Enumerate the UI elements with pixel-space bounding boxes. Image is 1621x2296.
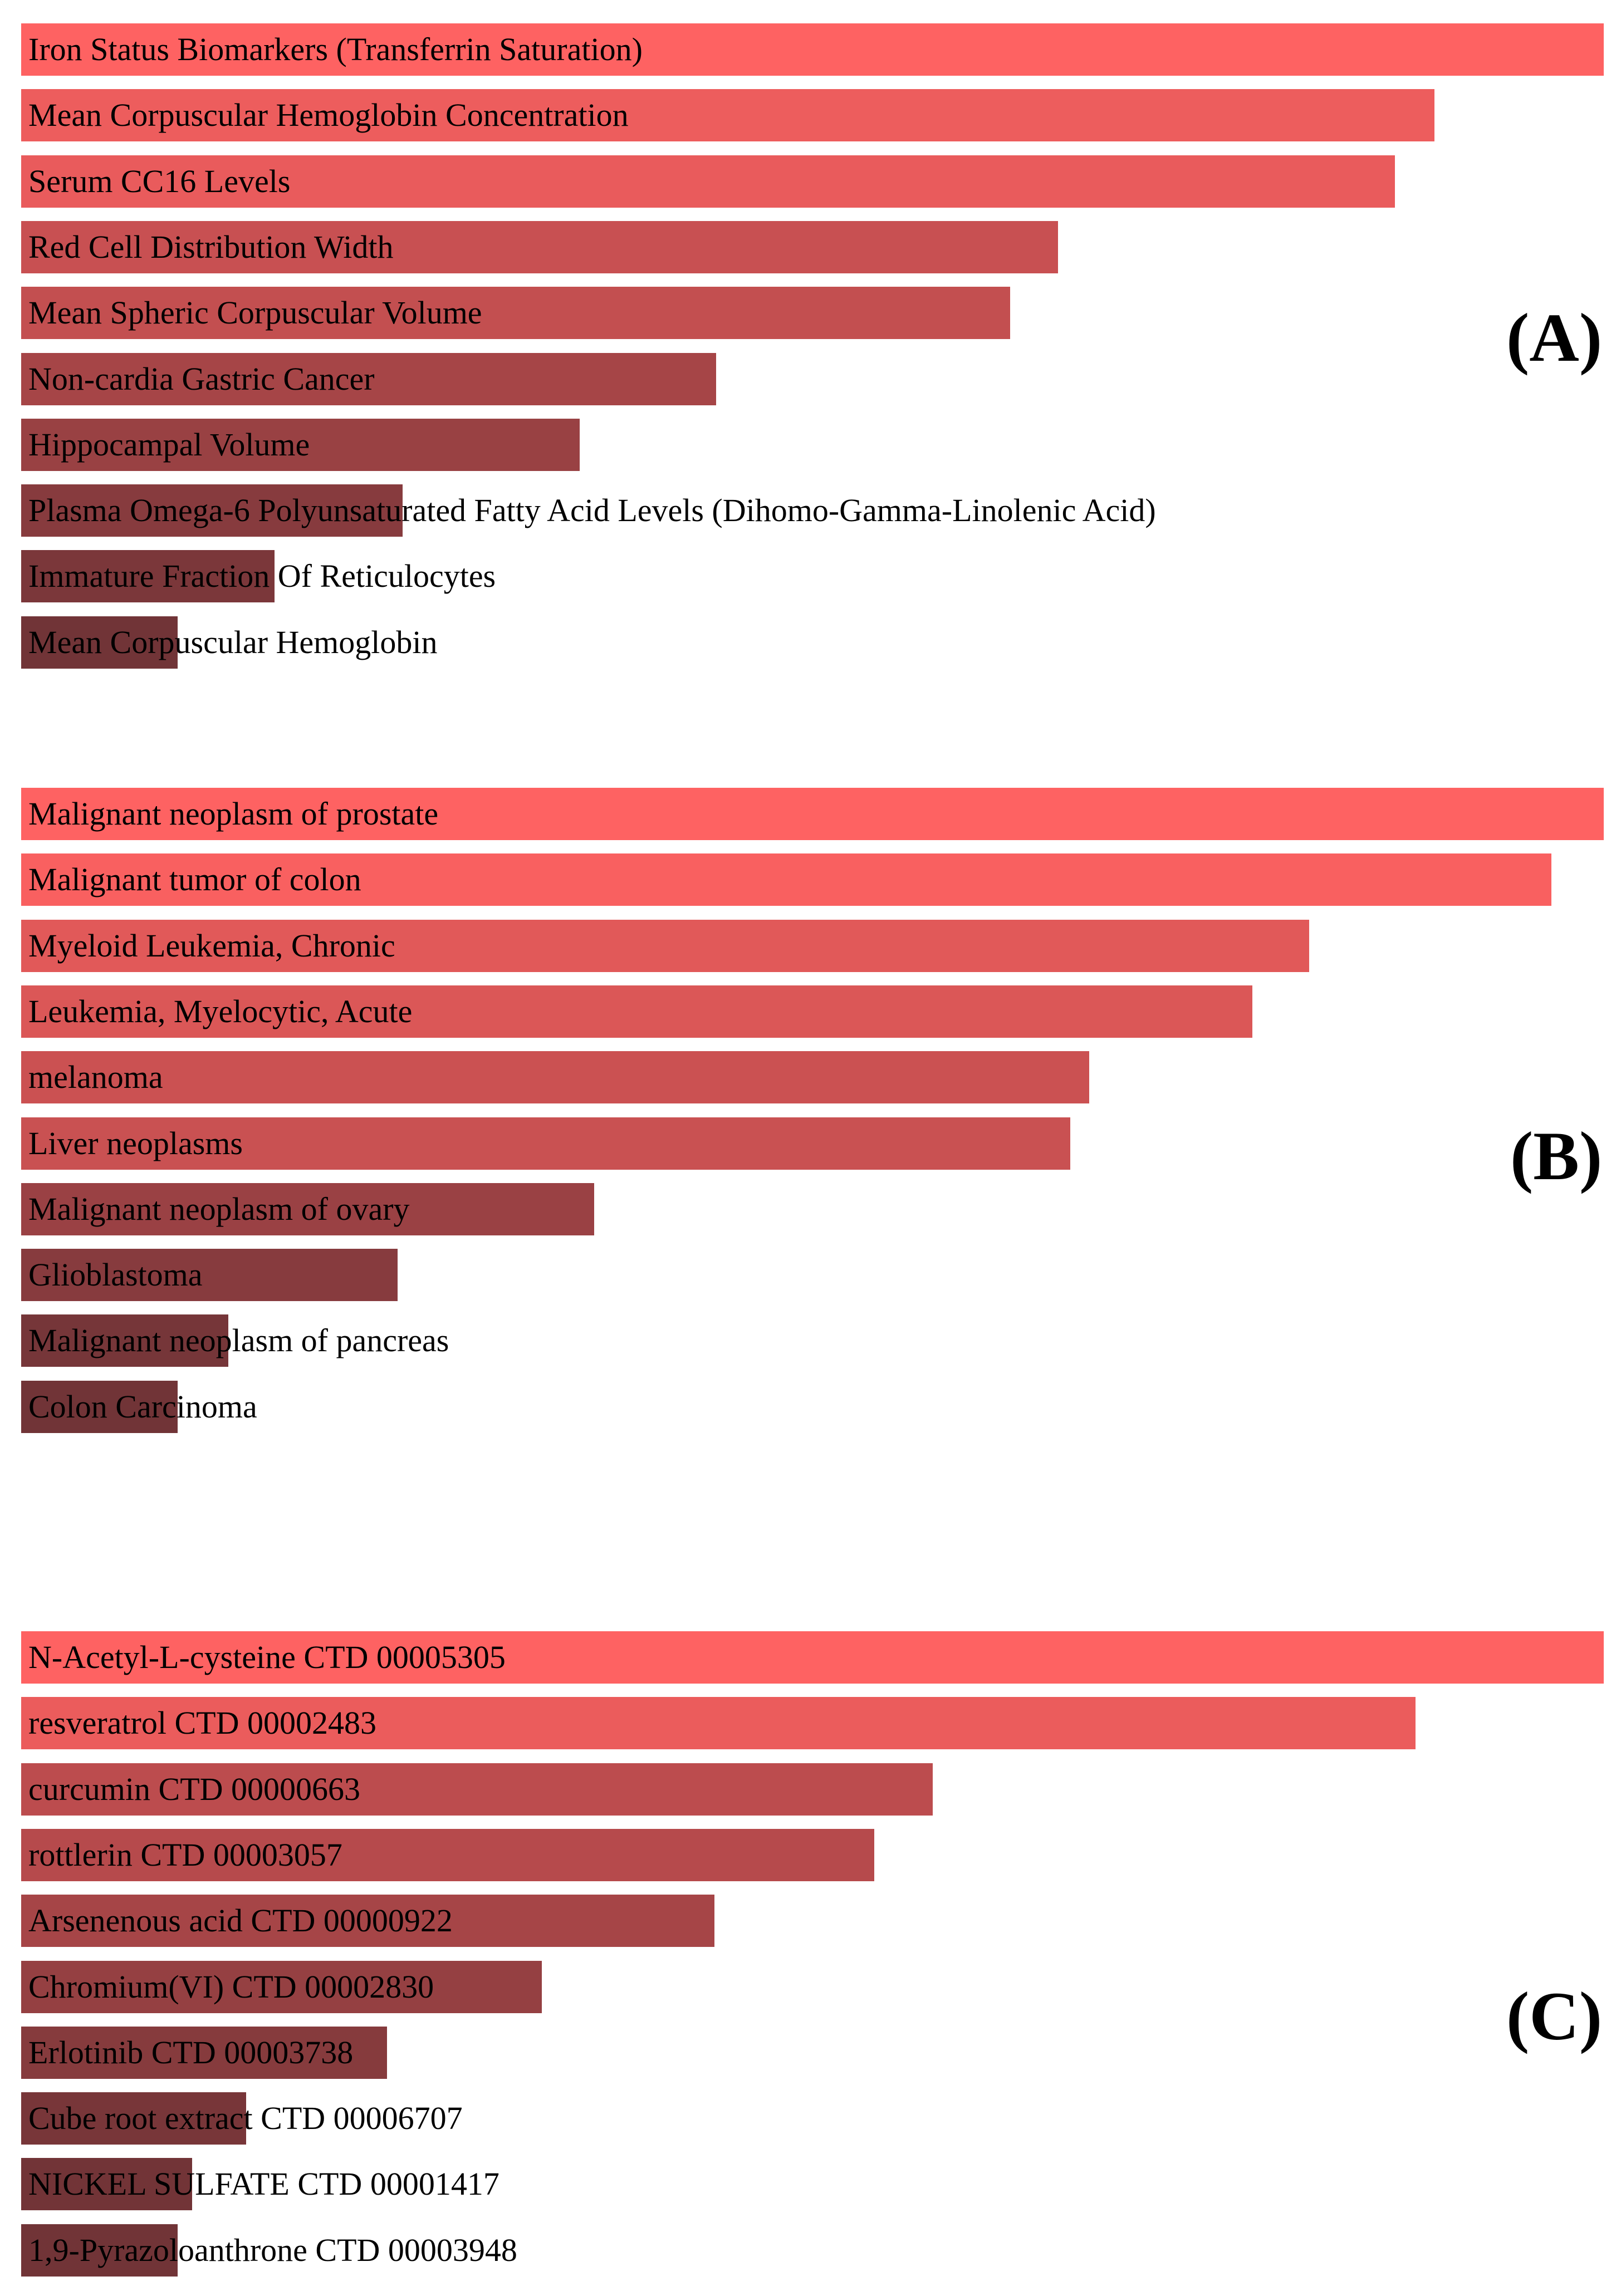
bar <box>21 1249 398 1301</box>
bar <box>21 1763 933 1816</box>
bar <box>21 853 1551 906</box>
bar-label: Liver neoplasms <box>28 1125 243 1161</box>
bar-label: resveratrol CTD 00002483 <box>28 1705 376 1741</box>
bar-label: NICKEL SULFATE CTD 00001417 <box>28 2166 499 2202</box>
bar <box>21 788 1604 840</box>
bar-label: Malignant neoplasm of pancreas <box>28 1322 449 1358</box>
bar-label: 1,9-Pyrazoloanthrone CTD 00003948 <box>28 2232 517 2268</box>
bar-label: melanoma <box>28 1059 163 1095</box>
bar <box>21 1631 1604 1684</box>
bar <box>21 2092 246 2145</box>
bar <box>21 155 1395 208</box>
bar <box>21 2158 192 2210</box>
bar-label: Mean Spheric Corpuscular Volume <box>28 295 482 331</box>
bar <box>21 23 1604 76</box>
bar-label: Glioblastoma <box>28 1257 203 1293</box>
bar-label: Colon Carcinoma <box>28 1389 257 1425</box>
bar-label: N-Acetyl-L-cysteine CTD 00005305 <box>28 1639 506 1675</box>
bar-label: Malignant neoplasm of ovary <box>28 1191 410 1227</box>
bar-label: Plasma Omega-6 Polyunsaturated Fatty Aci… <box>28 492 1156 528</box>
bar-label: Iron Status Biomarkers (Transferrin Satu… <box>28 31 643 67</box>
bar <box>21 2224 178 2277</box>
bar <box>21 1314 228 1367</box>
bar-label: Mean Corpuscular Hemoglobin <box>28 624 438 660</box>
bar <box>21 920 1309 972</box>
bar <box>21 1961 542 2013</box>
bar <box>21 353 716 405</box>
bar <box>21 1051 1089 1103</box>
panel-label: (B) <box>1510 1118 1603 1194</box>
bar-label: Non-cardia Gastric Cancer <box>28 361 375 397</box>
bar-label: Cube root extract CTD 00006707 <box>28 2100 463 2136</box>
bar-label: Leukemia, Myelocytic, Acute <box>28 993 413 1029</box>
bar-label: Chromium(VI) CTD 00002830 <box>28 1969 434 2005</box>
bar <box>21 1117 1070 1170</box>
bar-label: Mean Corpuscular Hemoglobin Concentratio… <box>28 97 629 133</box>
bar-label: Hippocampal Volume <box>28 426 310 463</box>
panel-label: (A) <box>1506 300 1603 376</box>
bar <box>21 419 580 471</box>
bar-label: Serum CC16 Levels <box>28 163 291 199</box>
bar-label: Arsenenous acid CTD 00000922 <box>28 1902 453 1939</box>
bar <box>21 2027 387 2079</box>
bar <box>21 484 403 537</box>
bar <box>21 221 1058 273</box>
bar-label: Red Cell Distribution Width <box>28 229 394 265</box>
bar-label: Myeloid Leukemia, Chronic <box>28 928 395 964</box>
bar <box>21 616 178 669</box>
bar <box>21 287 1010 339</box>
bar-label: curcumin CTD 00000663 <box>28 1771 361 1807</box>
bar-label: Malignant tumor of colon <box>28 861 361 897</box>
bar <box>21 1381 178 1433</box>
bar <box>21 550 275 602</box>
bar <box>21 1697 1416 1749</box>
bar <box>21 985 1252 1038</box>
bar <box>21 89 1434 141</box>
bar <box>21 1183 594 1235</box>
bar-label: Erlotinib CTD 00003738 <box>28 2034 354 2071</box>
panel-label: (C) <box>1506 1978 1603 2054</box>
bar-label: rottlerin CTD 00003057 <box>28 1837 342 1873</box>
bar <box>21 1829 874 1881</box>
bar-label: Malignant neoplasm of prostate <box>28 796 439 832</box>
bar-label: Immature Fraction Of Reticulocytes <box>28 558 496 594</box>
bar <box>21 1895 714 1947</box>
